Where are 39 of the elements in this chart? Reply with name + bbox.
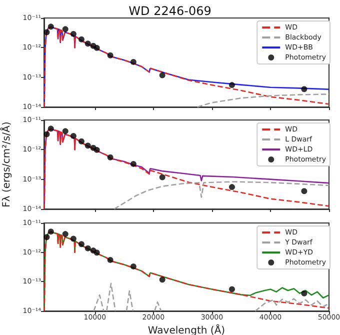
point (44, 29, 50, 36)
line-series (114, 181, 330, 210)
chart-title: WD 2246-069 (128, 4, 212, 18)
point (130, 263, 136, 270)
point (159, 72, 166, 78)
point (84, 245, 91, 252)
point (228, 82, 235, 88)
point (107, 154, 114, 160)
point (228, 184, 235, 190)
point (107, 256, 114, 263)
point (301, 188, 308, 194)
point (44, 234, 50, 240)
point (48, 24, 54, 30)
point (228, 286, 235, 292)
point (62, 26, 68, 32)
point (94, 44, 100, 51)
point (159, 174, 166, 180)
point (159, 276, 166, 283)
point (70, 30, 76, 37)
point (48, 228, 54, 235)
point (48, 126, 54, 132)
point (44, 131, 50, 138)
point (62, 231, 68, 238)
point (78, 36, 84, 42)
point (301, 290, 308, 296)
point (84, 142, 91, 149)
point (78, 241, 84, 248)
point (94, 146, 100, 153)
point (70, 236, 76, 242)
point (94, 250, 100, 256)
y-axis-title: Fλ (ergs/cm²/s/Å) (0, 122, 12, 208)
point (70, 132, 76, 139)
point (78, 138, 84, 144)
point (107, 52, 114, 58)
point (84, 40, 91, 47)
point (62, 128, 68, 134)
point (130, 160, 136, 167)
point (301, 86, 308, 92)
point (130, 58, 136, 65)
